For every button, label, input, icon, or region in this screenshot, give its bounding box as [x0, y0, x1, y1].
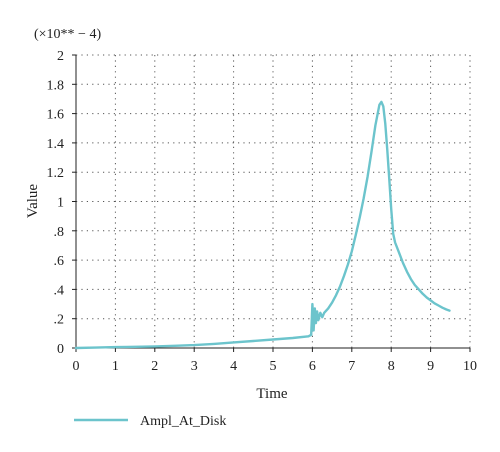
legend-entry-label: Ampl_At_Disk	[140, 414, 226, 429]
x-tick-label: 2	[151, 359, 158, 374]
series-lines	[74, 100, 451, 350]
y-tick-label: .8	[54, 225, 65, 240]
x-tick-label: 4	[230, 359, 237, 374]
y-axis-title: Value	[25, 184, 41, 218]
y-tick-label: 1.4	[47, 137, 65, 152]
x-tick-label: 10	[463, 359, 477, 374]
legend: Ampl_At_Disk	[74, 414, 226, 429]
tick-labels: 0 1 2 3 4 5 6 7 8 9 10 0 .2 .4 .6 .8 1 1.2 1.4 1.6 1.8 2	[47, 49, 478, 374]
y-tick-label: .2	[54, 313, 65, 328]
y-tick-label: 1.6	[47, 108, 65, 123]
x-tick-label: 6	[309, 359, 316, 374]
y-tick-label: .6	[54, 254, 65, 269]
x-tick-label: 8	[388, 359, 395, 374]
x-tick-label: 3	[191, 359, 198, 374]
y-axis-multiplier-label: (×10** − 4)	[34, 27, 101, 42]
x-axis-title: Time	[256, 386, 287, 402]
y-tick-label: .4	[54, 283, 65, 298]
x-tick-label: 5	[270, 359, 277, 374]
y-tick-label: 1.8	[47, 78, 65, 93]
y-tick-label: 0	[57, 342, 64, 357]
y-tick-label: 1.2	[47, 166, 65, 181]
axes	[72, 54, 471, 352]
x-tick-label: 7	[348, 359, 355, 374]
x-tick-label: 0	[73, 359, 80, 374]
x-tick-label: 9	[427, 359, 434, 374]
series-line	[74, 100, 451, 350]
grid-lines	[76, 54, 471, 348]
x-tick-label: 1	[112, 359, 119, 374]
y-tick-label: 1	[57, 196, 64, 211]
y-tick-label: 2	[57, 49, 64, 64]
